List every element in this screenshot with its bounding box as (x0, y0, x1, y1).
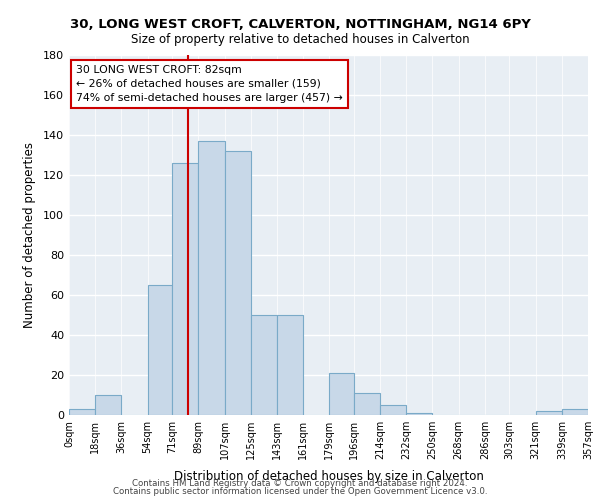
Text: 30, LONG WEST CROFT, CALVERTON, NOTTINGHAM, NG14 6PY: 30, LONG WEST CROFT, CALVERTON, NOTTINGH… (70, 18, 530, 30)
Bar (329, 373, 354, 415)
Y-axis label: Number of detached properties: Number of detached properties (23, 142, 36, 328)
Bar (251, 315, 277, 415)
Bar (69, 409, 95, 415)
Bar (224, 151, 251, 415)
Bar (199, 141, 224, 415)
Bar (172, 163, 199, 415)
Bar (95, 395, 121, 415)
Text: Contains public sector information licensed under the Open Government Licence v3: Contains public sector information licen… (113, 487, 487, 496)
Text: Contains HM Land Registry data © Crown copyright and database right 2024.: Contains HM Land Registry data © Crown c… (132, 478, 468, 488)
Bar (148, 285, 172, 415)
Text: Size of property relative to detached houses in Calverton: Size of property relative to detached ho… (131, 32, 469, 46)
Bar (536, 411, 562, 415)
X-axis label: Distribution of detached houses by size in Calverton: Distribution of detached houses by size … (173, 470, 484, 484)
Bar (406, 413, 433, 415)
Bar (380, 405, 406, 415)
Bar (562, 409, 588, 415)
Bar (354, 393, 380, 415)
Text: 30 LONG WEST CROFT: 82sqm
← 26% of detached houses are smaller (159)
74% of semi: 30 LONG WEST CROFT: 82sqm ← 26% of detac… (76, 65, 343, 103)
Bar (277, 315, 303, 415)
